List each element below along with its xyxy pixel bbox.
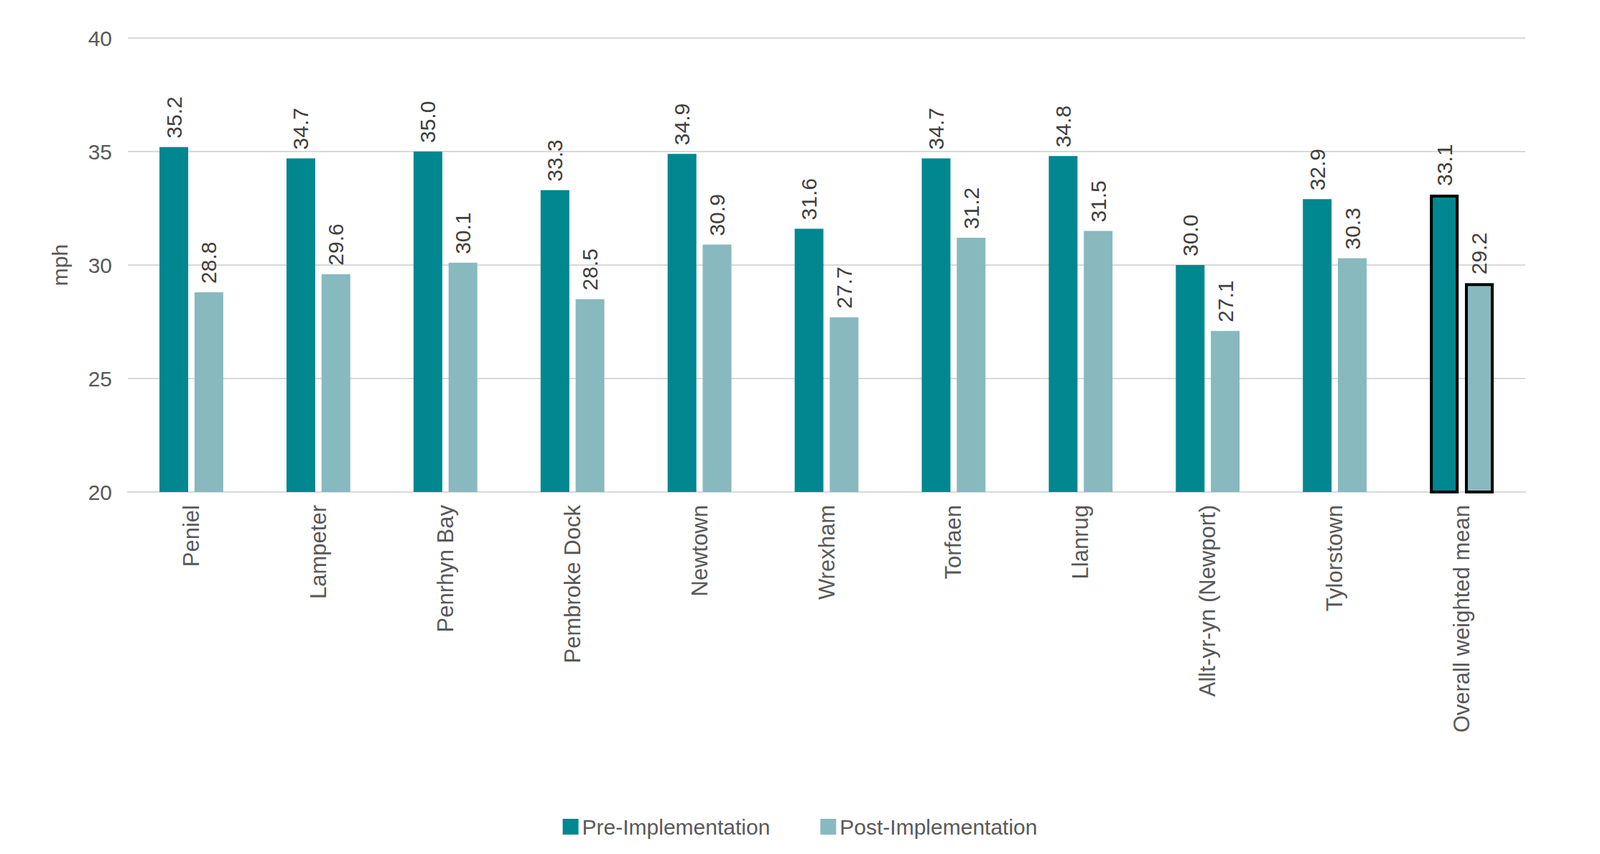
svg-text:34.7: 34.7 [288,107,313,150]
svg-text:34.7: 34.7 [924,107,948,150]
svg-text:27.7: 27.7 [832,266,857,309]
svg-text:Wrexham: Wrexham [814,504,840,600]
svg-text:31.5: 31.5 [1086,180,1111,222]
svg-text:27.1: 27.1 [1213,280,1238,322]
svg-text:Lampeter: Lampeter [305,504,332,599]
svg-text:Torfaen: Torfaen [940,504,966,579]
svg-text:34.8: 34.8 [1051,105,1076,148]
svg-text:34.9: 34.9 [670,103,694,146]
svg-text:Pembroke Dock: Pembroke Dock [560,504,586,664]
svg-text:30.3: 30.3 [1340,207,1365,250]
svg-text:29.6: 29.6 [323,223,348,265]
svg-text:Llanrug: Llanrug [1067,504,1093,579]
svg-text:40: 40 [88,26,113,51]
svg-text:Overall weighted mean: Overall weighted mean [1449,504,1475,733]
svg-text:28.5: 28.5 [578,248,602,291]
svg-text:Peniel: Peniel [178,504,204,567]
svg-text:Post-Implementation: Post-Implementation [839,815,1037,839]
svg-text:Penrhyn Bay: Penrhyn Bay [433,504,459,633]
svg-text:Pre-Implementation: Pre-Implementation [582,815,771,839]
svg-text:Newtown: Newtown [687,504,713,597]
svg-text:30: 30 [88,253,113,278]
svg-text:30.9: 30.9 [705,193,729,236]
svg-text:30.0: 30.0 [1178,214,1203,257]
svg-text:28.8: 28.8 [196,242,221,284]
svg-text:35.0: 35.0 [415,101,440,143]
svg-text:31.6: 31.6 [797,178,821,220]
svg-text:20: 20 [88,480,113,505]
svg-text:35.2: 35.2 [162,96,186,138]
svg-text:30.1: 30.1 [450,211,475,254]
svg-text:Allt-yr-yn (Newport): Allt-yr-yn (Newport) [1194,504,1221,697]
svg-text:25: 25 [88,366,113,391]
svg-text:29.2: 29.2 [1467,232,1491,275]
svg-text:mph: mph [48,244,72,286]
svg-text:35: 35 [88,140,113,164]
svg-text:32.9: 32.9 [1305,148,1330,191]
svg-text:33.3: 33.3 [542,139,567,181]
svg-text:31.2: 31.2 [959,187,984,230]
svg-text:Tylorstown: Tylorstown [1322,504,1348,612]
svg-text:33.1: 33.1 [1432,144,1457,186]
